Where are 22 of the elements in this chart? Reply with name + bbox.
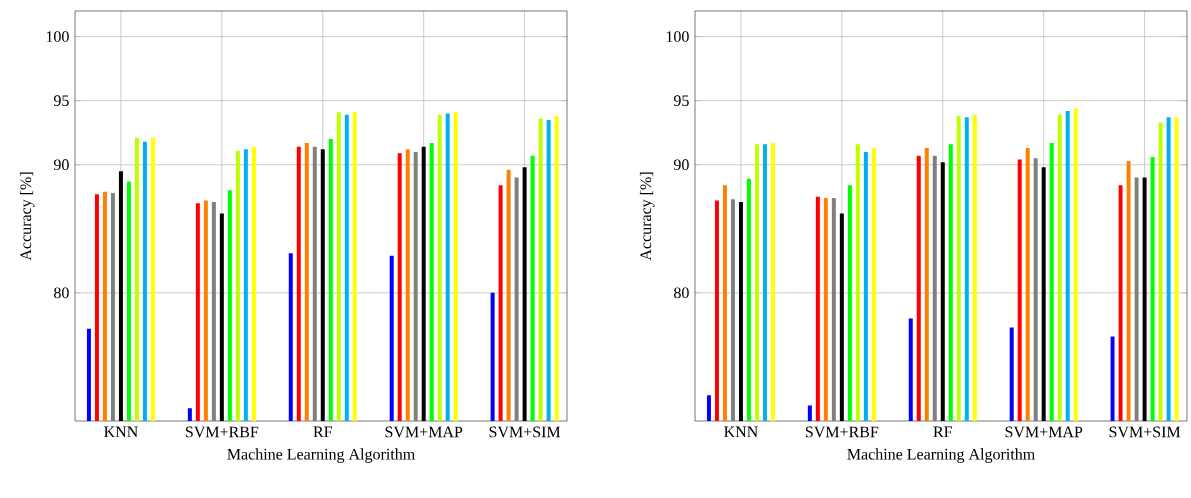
x-tick-label: SVM+RBF xyxy=(805,426,879,438)
x-tick-label: SVM+MAP xyxy=(385,426,463,438)
y-tick-label: 90 xyxy=(673,159,689,171)
x-tick-label: RF xyxy=(933,426,952,438)
y-tick-label: 95 xyxy=(53,95,69,107)
x-tick-label: SVM+SIM xyxy=(1109,426,1181,438)
x-tick-label: SVM+SIM xyxy=(489,426,561,438)
y-tick-label: 90 xyxy=(53,159,69,171)
x-tick-label: KNN xyxy=(724,426,758,438)
x-tick-label: SVM+MAP xyxy=(1005,426,1083,438)
y-tick-label: 100 xyxy=(46,31,69,42)
x-tick-label: SVM+RBF xyxy=(185,426,259,438)
y-tick-label: 80 xyxy=(674,287,689,299)
x-tick-label: RF xyxy=(313,426,332,438)
x-axis-title: Machine Learning Algorithm xyxy=(227,448,415,463)
y-axis-title: Accuracy [%] xyxy=(639,172,655,261)
y-tick-label: 95 xyxy=(673,95,689,107)
x-tick-label: KNN xyxy=(104,426,138,438)
y-tick-label: 80 xyxy=(54,287,69,299)
y-tick-label: 100 xyxy=(666,31,689,42)
y-axis-title: Accuracy [%] xyxy=(19,172,35,261)
x-axis-title: Machine Learning Algorithm xyxy=(847,448,1035,463)
